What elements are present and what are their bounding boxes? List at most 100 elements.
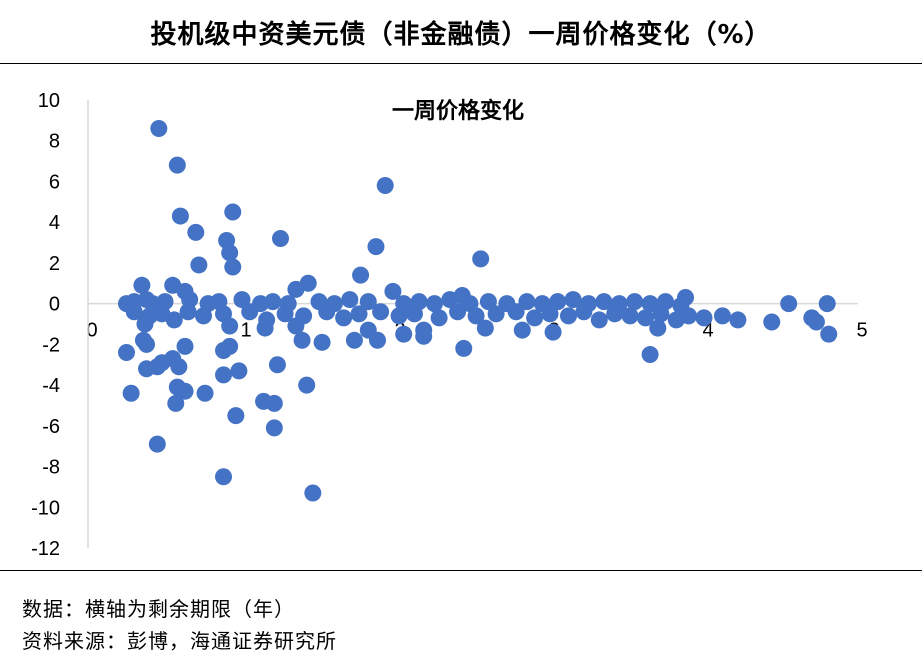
y-tick-label: -12: [31, 538, 60, 560]
data-point: [467, 307, 485, 325]
data-point: [350, 305, 368, 323]
data-point: [541, 305, 559, 323]
data-point: [372, 303, 390, 321]
data-point: [265, 419, 283, 437]
x-tick-label: 4: [702, 320, 713, 342]
data-point: [621, 307, 639, 325]
data-point: [729, 311, 747, 329]
data-point: [276, 305, 294, 323]
y-tick-label: 10: [38, 90, 60, 112]
data-point: [165, 311, 183, 329]
data-point: [359, 293, 377, 311]
data-point: [479, 293, 497, 311]
data-point: [318, 303, 336, 321]
x-tick-label: 1: [240, 320, 251, 342]
data-point: [233, 291, 251, 309]
y-tick-label: -6: [42, 416, 60, 438]
data-point: [341, 291, 359, 309]
data-point: [345, 331, 363, 349]
data-point: [304, 484, 322, 502]
data-point: [564, 291, 582, 309]
x-tick-label: 5: [856, 320, 867, 342]
data-point: [487, 305, 505, 323]
data-point: [150, 120, 168, 138]
data-point: [268, 356, 286, 374]
data-point: [176, 382, 194, 400]
data-point: [168, 156, 186, 174]
data-point: [507, 303, 525, 321]
y-tick-label: 6: [49, 171, 60, 193]
data-point: [559, 307, 577, 325]
data-point: [230, 362, 248, 380]
y-tick-label: 4: [49, 212, 60, 234]
y-tick-label: -8: [42, 457, 60, 479]
data-point: [549, 293, 567, 311]
data-point: [179, 303, 197, 321]
data-point: [820, 325, 838, 343]
data-point: [122, 384, 140, 402]
page-title: 投机级中资美元债（非金融债）一周价格变化（%）: [150, 20, 772, 50]
data-point: [695, 309, 713, 327]
data-point: [187, 223, 205, 241]
data-point: [241, 303, 259, 321]
data-point: [641, 295, 659, 313]
data-point: [384, 282, 402, 300]
data-point: [215, 468, 233, 486]
data-point: [595, 293, 613, 311]
data-point: [272, 229, 289, 247]
y-tick-label: -10: [31, 497, 60, 519]
data-point: [287, 317, 305, 335]
data-point: [224, 258, 242, 276]
data-point: [763, 313, 781, 331]
data-point: [221, 317, 239, 335]
data-point: [133, 276, 151, 294]
data-point: [426, 295, 443, 313]
chart-title: 一周价格变化: [392, 98, 524, 124]
data-point: [713, 307, 731, 325]
data-point: [818, 295, 836, 313]
data-point: [195, 307, 212, 325]
data-point: [148, 435, 166, 453]
data-point: [215, 366, 233, 384]
data-point: [369, 331, 387, 349]
data-point: [680, 307, 698, 325]
y-tick-label: -2: [42, 334, 60, 356]
data-point: [455, 339, 473, 357]
data-point: [376, 177, 394, 195]
data-point: [649, 319, 667, 337]
y-tick-label: -4: [42, 375, 60, 397]
data-point: [298, 376, 316, 394]
data-point: [780, 295, 798, 313]
data-point: [171, 207, 189, 225]
data-point: [367, 238, 385, 256]
data-point: [636, 309, 654, 327]
y-tick-label: 8: [49, 131, 60, 153]
data-point: [807, 313, 825, 331]
data-point: [575, 303, 593, 321]
data-point: [215, 341, 233, 359]
data-point: [472, 250, 490, 268]
data-point: [476, 319, 494, 337]
y-tick-label: 2: [49, 253, 60, 275]
data-point: [352, 266, 370, 284]
data-point: [641, 346, 659, 364]
data-point: [395, 325, 413, 343]
data-point: [449, 303, 467, 321]
y-tick-label: 0: [49, 294, 60, 316]
data-point: [264, 293, 282, 311]
data-point: [335, 309, 353, 327]
data-point: [513, 321, 531, 339]
data-point: [118, 344, 135, 362]
data-point: [415, 327, 433, 345]
data-point: [441, 291, 459, 309]
axis-note: 数据：横轴为剩余期限（年）: [22, 597, 295, 621]
data-point: [287, 280, 305, 298]
data-point: [626, 293, 644, 311]
data-point: [134, 331, 152, 349]
data-point: [221, 244, 239, 262]
data-point: [196, 384, 214, 402]
data-point: [138, 360, 156, 378]
data-point: [590, 311, 608, 329]
